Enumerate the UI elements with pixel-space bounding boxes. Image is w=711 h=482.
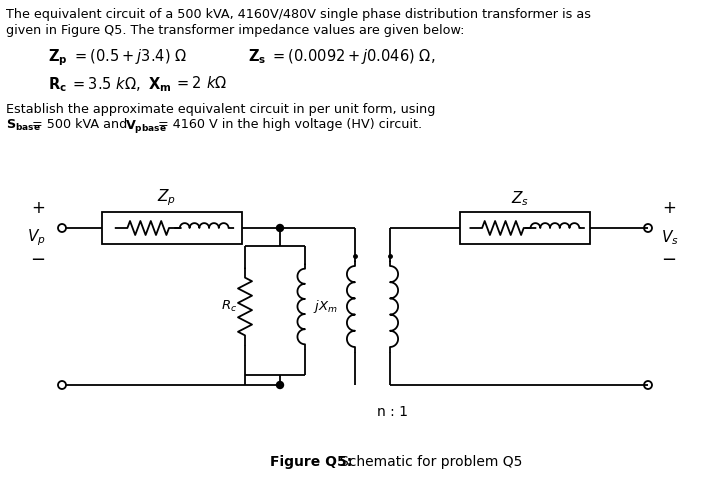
Text: $V_p$: $V_p$ [26,228,46,248]
Text: $\mathbf{V_{pbase}}$: $\mathbf{V_{pbase}}$ [125,118,167,135]
Text: $= 2\ k\Omega$: $= 2\ k\Omega$ [174,75,227,91]
Circle shape [277,225,284,231]
Text: $= (0.0092 + j0.046)\ \Omega,$: $= (0.0092 + j0.046)\ \Omega,$ [270,47,435,66]
Text: $\mathbf{R_c}$: $\mathbf{R_c}$ [48,75,67,94]
Text: $= 3.5\ k\Omega,$: $= 3.5\ k\Omega,$ [70,75,141,93]
Text: Schematic for problem Q5: Schematic for problem Q5 [340,455,523,469]
Bar [102,212,242,244]
Text: = 4160 V in the high voltage (HV) circuit.: = 4160 V in the high voltage (HV) circui… [158,118,422,131]
Text: $\mathbf{Z_s}$: $\mathbf{Z_s}$ [248,47,267,66]
Text: n : 1: n : 1 [377,405,408,419]
Text: $Z_s$: $Z_s$ [511,189,529,208]
Text: $\mathbf{Z_p}$: $\mathbf{Z_p}$ [48,47,68,67]
Text: The equivalent circuit of a 500 kVA, 4160V/480V single phase distribution transf: The equivalent circuit of a 500 kVA, 416… [6,8,591,21]
Text: = 500 kVA and: = 500 kVA and [32,118,127,131]
Text: $R_c$: $R_c$ [221,299,237,314]
Text: given in Figure Q5. The transformer impedance values are given below:: given in Figure Q5. The transformer impe… [6,24,464,37]
Text: +: + [662,199,676,217]
Text: $Z_p$: $Z_p$ [157,187,176,208]
Text: −: − [31,251,46,269]
Text: $= (0.5 + j3.4)\ \Omega$: $= (0.5 + j3.4)\ \Omega$ [72,47,187,66]
Bar [460,212,590,244]
Text: Establish the approximate equivalent circuit in per unit form, using: Establish the approximate equivalent cir… [6,103,435,116]
Text: Figure Q5:: Figure Q5: [270,455,352,469]
Text: $jX_m$: $jX_m$ [313,298,338,315]
Text: $\mathbf{X_m}$: $\mathbf{X_m}$ [148,75,171,94]
Text: −: − [661,251,677,269]
Text: $\mathbf{S_{base}}$: $\mathbf{S_{base}}$ [6,118,41,133]
Text: +: + [31,199,45,217]
Text: $V_s$: $V_s$ [661,228,679,247]
Circle shape [277,381,284,388]
